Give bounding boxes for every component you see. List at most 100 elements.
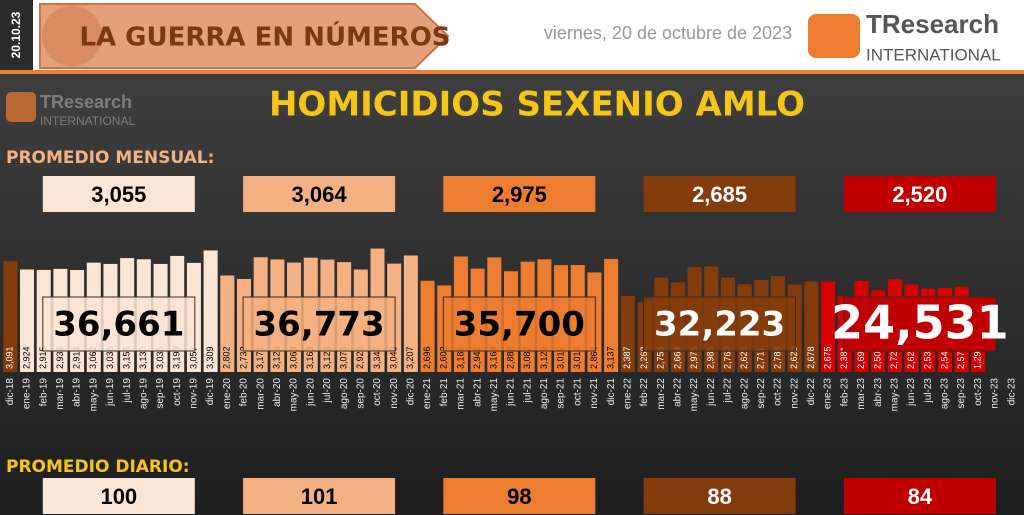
logo-small: TResearch INTERNATIONAL: [6, 92, 135, 128]
bar: [3, 261, 18, 372]
x-tick-label: sep-20: [355, 378, 366, 409]
value-label: 2,711: [756, 347, 766, 369]
monthly-box: [42, 176, 195, 212]
value-label: 3,207: [405, 346, 415, 369]
x-tick-label: ene-21: [422, 378, 433, 410]
x-tick-label: sep-19: [155, 378, 166, 409]
value-label: 2,549: [939, 346, 949, 369]
x-tick-label: feb-20: [239, 378, 250, 407]
x-tick-label: mar-23: [856, 378, 867, 410]
x-tick-label: ago-23: [940, 378, 951, 410]
value-label: 3,012: [555, 346, 565, 369]
total-box: [442, 296, 596, 352]
value-label: 3,091: [5, 346, 15, 369]
value-label: 3,036: [155, 346, 165, 369]
daily-box: [843, 478, 996, 514]
x-tick-label: abr-23: [873, 378, 884, 407]
total-box: [843, 296, 997, 352]
x-tick-label: oct-22: [773, 378, 784, 406]
value-label: 3,036: [105, 346, 115, 369]
x-tick-label: jul-19: [122, 378, 133, 404]
value-label: 2,537: [923, 346, 933, 369]
banner-text: LA GUERRA EN NÚMEROS: [79, 21, 450, 53]
bar: [420, 280, 435, 372]
banner: [39, 3, 450, 69]
daily-box: [243, 478, 396, 514]
x-tick-label: nov-19: [189, 378, 200, 409]
value-label: 2,574: [956, 346, 966, 369]
value-label: 3,171: [255, 346, 265, 369]
value-label: 3,186: [455, 346, 465, 369]
value-label: 3,169: [489, 346, 499, 369]
x-tick-label: may-19: [88, 378, 99, 412]
value-label: 2,262: [639, 346, 649, 369]
x-tick-label: abr-22: [673, 378, 684, 407]
x-tick-label: mar-19: [55, 378, 66, 410]
total-value: 36,773: [253, 305, 384, 345]
x-tick-label: mar-21: [456, 378, 467, 410]
total-box: [643, 296, 797, 352]
value-label: 3,073: [338, 346, 348, 369]
value-label: 3,155: [122, 346, 132, 369]
daily-value: 101: [301, 484, 338, 509]
x-tick-label: ene-19: [22, 378, 33, 410]
x-tick-label: feb-23: [839, 378, 850, 407]
total-box: [242, 296, 396, 352]
value-label: 3,057: [188, 346, 198, 369]
x-tick-label: jul-23: [923, 378, 934, 404]
monthly-value: 2,520: [892, 182, 947, 207]
value-label: 2,941: [472, 346, 482, 369]
daily-box: [42, 478, 195, 514]
logo: TResearch INTERNATIONAL: [808, 9, 1001, 64]
bar: [203, 250, 218, 372]
value-label: 2,936: [55, 346, 65, 369]
x-tick-label: feb-19: [38, 378, 49, 407]
value-label: 2,913: [71, 346, 81, 369]
daily-box: [643, 478, 796, 514]
x-tick-label: may-22: [689, 378, 700, 412]
value-label: 3,347: [372, 346, 382, 369]
monthly-box: [643, 176, 796, 212]
value-label: 2,915: [38, 346, 48, 369]
value-label: 2,923: [355, 346, 365, 369]
x-tick-label: ago-19: [138, 378, 149, 410]
x-tick-label: mar-20: [255, 378, 266, 410]
x-tick-label: oct-20: [372, 378, 383, 406]
value-label: 3,043: [389, 346, 399, 369]
bar: [403, 255, 418, 372]
x-tick-label: ago-20: [339, 378, 350, 410]
monthly-box: [443, 176, 596, 212]
total-value: 32,223: [654, 305, 785, 345]
x-tick-label: dic-23: [1006, 378, 1017, 406]
logo-icon: [808, 14, 860, 58]
value-label: 3,014: [572, 346, 582, 369]
x-tick-label: nov-20: [389, 378, 400, 409]
daily-box: [443, 478, 596, 514]
monthly-value: 3,064: [292, 182, 348, 207]
value-label: 2,624: [906, 346, 916, 369]
x-tick-label: feb-22: [639, 378, 650, 407]
x-tick-label: abr-20: [272, 378, 283, 407]
value-label: 3,198: [172, 346, 182, 369]
value-label: 3,063: [288, 346, 298, 369]
value-label: 2,696: [422, 346, 432, 369]
value-label: 2,675: [822, 346, 832, 369]
total-value: 36,661: [53, 305, 184, 345]
x-tick-label: sep-21: [556, 378, 567, 409]
x-tick-label: dic-22: [806, 378, 817, 406]
bar: [20, 269, 35, 372]
logo-name: TResearch: [40, 92, 132, 112]
value-label: 3,082: [522, 346, 532, 369]
x-tick-label: jun-22: [706, 378, 717, 407]
total-value: 35,700: [454, 305, 585, 345]
monthly-box: [243, 176, 396, 212]
x-tick-label: may-21: [489, 378, 500, 412]
chart-title: HOMICIDIOS SEXENIO AMLO: [269, 85, 805, 125]
x-tick-label: jun-20: [305, 378, 316, 407]
monthly-box: [843, 176, 996, 212]
value-label: 2,732: [238, 346, 248, 369]
logo-sub: INTERNATIONAL: [866, 45, 1001, 64]
header-rule: [0, 70, 1024, 74]
value-label: 2,888: [505, 346, 515, 369]
